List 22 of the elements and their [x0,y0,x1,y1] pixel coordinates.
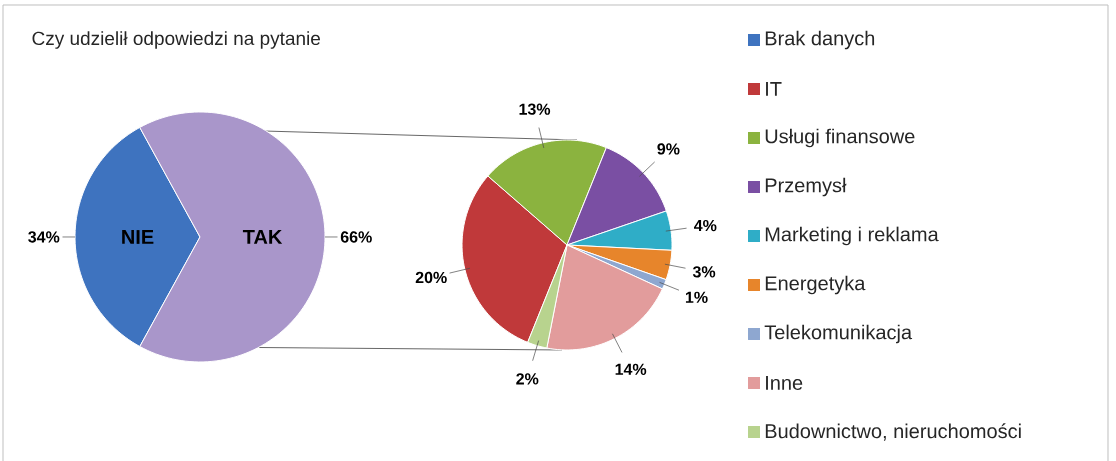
legend-label: Brak danych [765,30,875,50]
data-label: 1% [685,291,708,303]
legend-label: Przemysł [765,177,847,197]
legend-label: Energetyka [765,275,866,295]
data-label: 34% [28,231,60,243]
data-label: 2% [516,372,539,385]
chart-title: Czy udzielił odpowiedzi na pytanie [32,30,320,49]
legend-label: IT [766,81,782,96]
legend-label: Usługi finansowe [765,128,915,148]
text: TAK [242,229,283,244]
data-label: 14% [615,363,647,375]
data-label: 3% [692,265,716,278]
data-label: 20% [415,271,447,283]
legend-label: Budownictwo, nieruchomości [765,423,1021,441]
legend-label: Inne [766,375,803,390]
data-label: 66% [340,231,372,243]
data-label: 4% [694,219,717,231]
text: NIE [122,229,154,244]
legend-label: Telekomunikacja [764,324,913,344]
legend-label: Marketing i reklama [765,226,939,246]
data-label: 9% [657,143,680,155]
data-label: 13% [519,103,551,115]
